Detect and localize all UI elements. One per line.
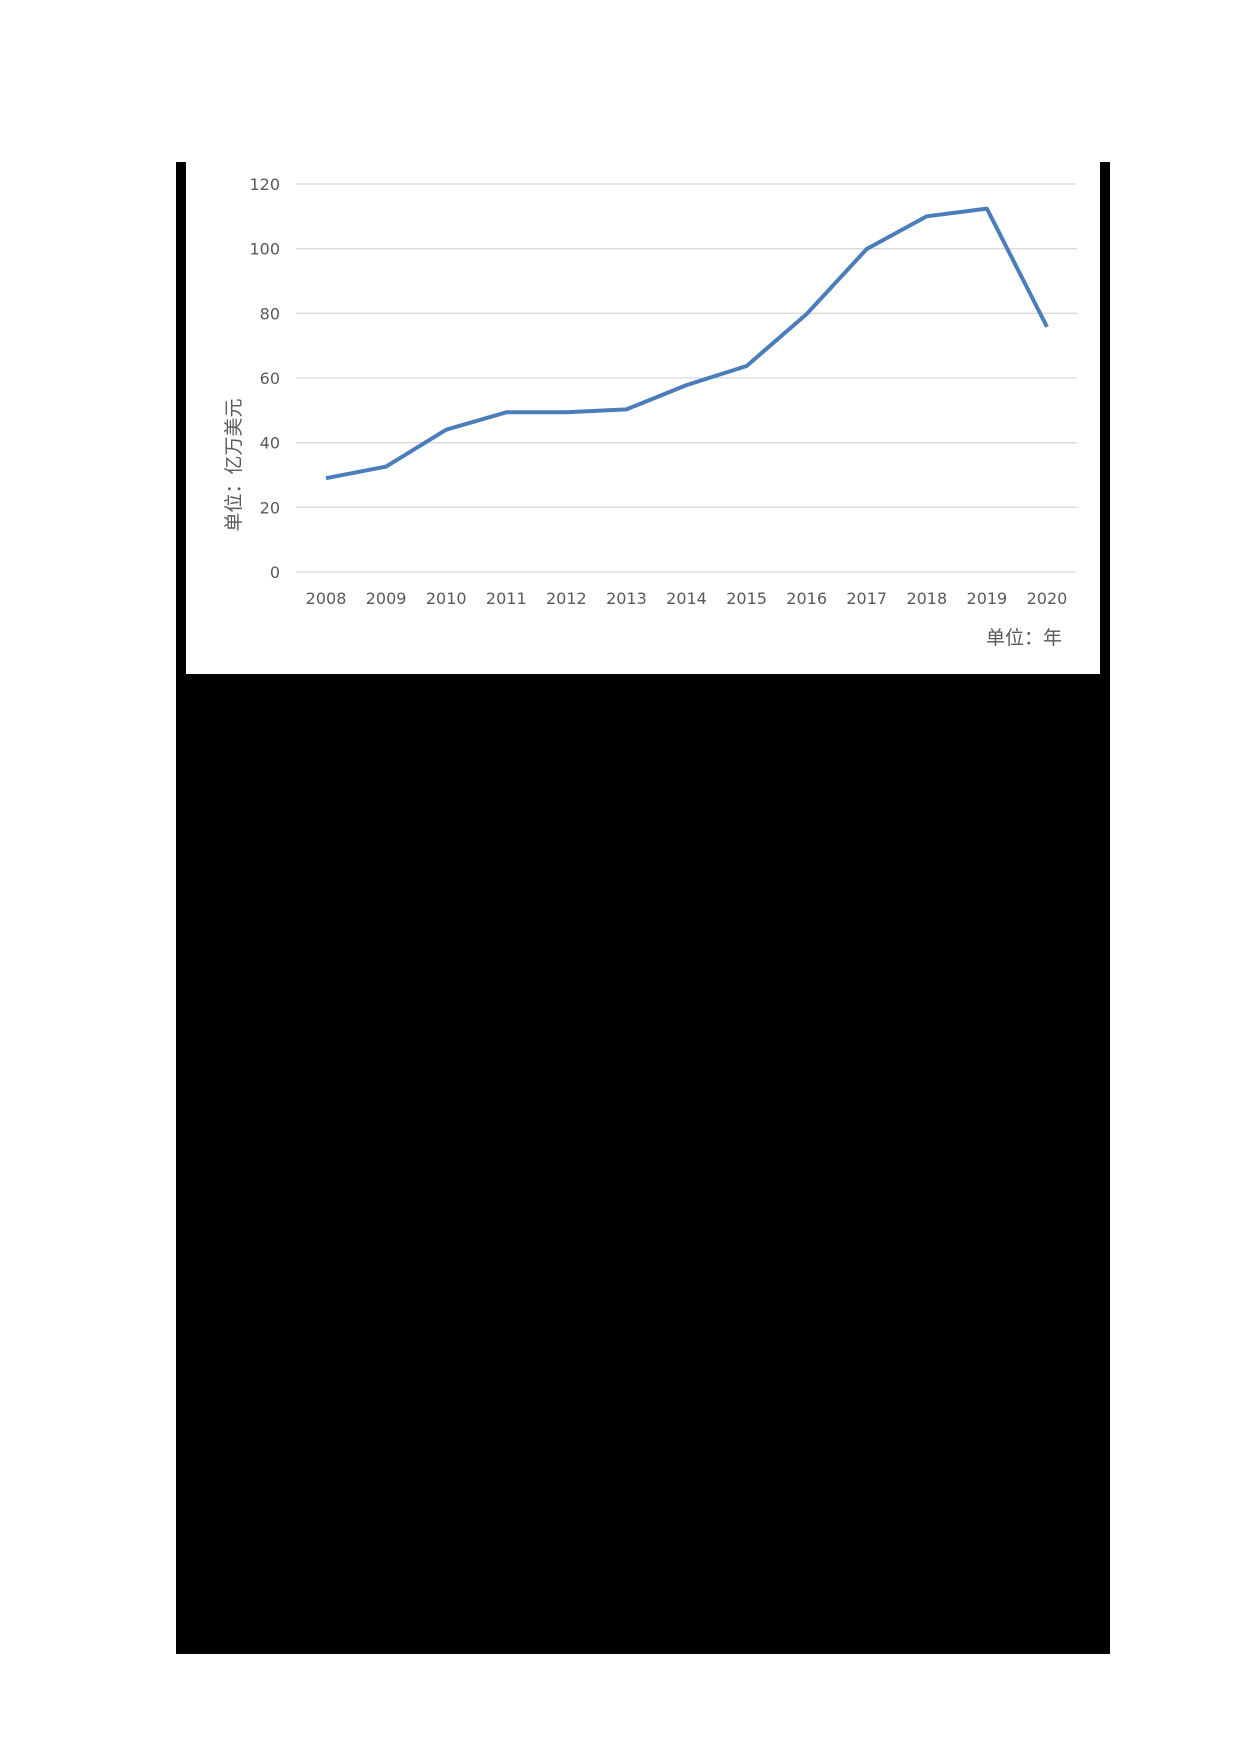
x-tick-label: 2019 [967,589,1008,608]
x-tick-label: 2012 [546,589,587,608]
data-line [325,206,1049,481]
y-tick-label: 120 [249,175,280,194]
frame-left-bar [176,162,186,674]
x-tick-label: 2010 [426,589,467,608]
x-axis-label: 单位：年 [986,627,1062,649]
frame-right-bar [1100,162,1110,674]
x-tick-label: 2016 [786,589,827,608]
y-tick-label: 100 [249,240,280,259]
x-tick-label: 2020 [1027,589,1068,608]
redacted-block [176,674,1110,1654]
x-tick-label: 2013 [606,589,647,608]
line-chart: 0 20 40 60 80 100 120 2008 2009 2010 2011 2012 2013… [223,175,1077,649]
y-tick-label: 80 [260,304,280,323]
gridlines [296,183,1077,573]
y-tick-label: 0 [270,563,280,582]
y-tick-label: 20 [260,498,280,517]
x-tick-label: 2015 [726,589,767,608]
series-line [325,206,1049,481]
y-axis-ticks: 0 20 40 60 80 100 120 [249,175,280,582]
x-tick-label: 2008 [306,589,347,608]
x-tick-label: 2017 [846,589,887,608]
x-tick-label: 2011 [486,589,527,608]
y-tick-label: 60 [260,369,280,388]
chart-panel: 0 20 40 60 80 100 120 2008 2009 2010 2011 2012 2013… [186,162,1100,674]
x-tick-label: 2018 [906,589,947,608]
y-axis-label: 单位：亿万美元 [223,398,245,531]
x-tick-label: 2009 [366,589,407,608]
x-axis-ticks: 2008 2009 2010 2011 2012 2013 2014 2015 2016 2017… [306,589,1068,608]
x-tick-label: 2014 [666,589,707,608]
y-tick-label: 40 [260,434,280,453]
